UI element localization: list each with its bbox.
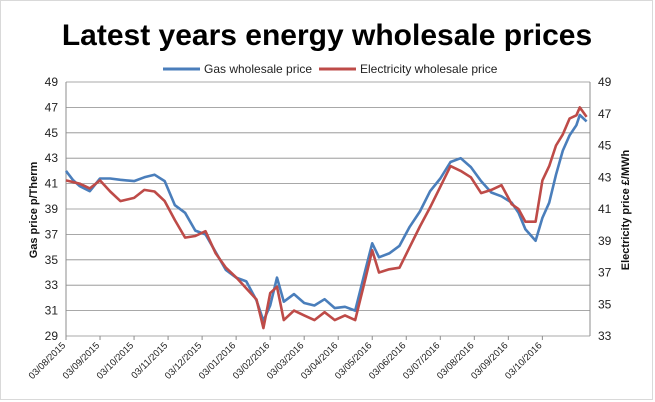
chart-title: Latest years energy wholesale prices: [62, 19, 592, 52]
left-y-tick-label: 47: [45, 100, 59, 114]
right-y-tick-label: 37: [598, 266, 612, 280]
x-tick-label: 03/10/2016: [503, 340, 544, 381]
right-y-tick-label: 35: [598, 297, 612, 311]
left-y-tick-label: 45: [45, 126, 59, 140]
gridlines: [65, 81, 591, 337]
left-y-axis: 29 31 33 35 37 39 41 43 45 47 49: [45, 75, 59, 343]
left-y-tick-label: 39: [45, 202, 59, 216]
right-y-tick-label: 47: [598, 107, 612, 121]
right-y-axis: 33 35 37 39 41 43 45 47 49: [598, 75, 612, 343]
legend: Gas wholesale price Electricity wholesal…: [163, 62, 498, 76]
series-lines: [64, 106, 588, 330]
electricity-price-line: [65, 106, 588, 330]
right-y-tick-label: 33: [598, 329, 612, 343]
left-y-tick-label: 43: [45, 151, 59, 165]
right-y-tick-label: 41: [598, 202, 612, 216]
legend-label-gas: Gas wholesale price: [204, 62, 312, 76]
right-y-tick-label: 45: [598, 139, 612, 153]
legend-label-electricity: Electricity wholesale price: [360, 62, 498, 76]
right-axis-title: Electricity price £/MWh: [620, 150, 632, 271]
left-y-tick-label: 33: [45, 278, 59, 292]
left-y-tick-label: 29: [45, 329, 59, 343]
right-y-tick-label: 43: [598, 170, 612, 184]
left-y-tick-label: 41: [45, 177, 59, 191]
x-axis: 03/08/201503/09/201503/10/201503/11/2015…: [27, 336, 544, 382]
left-axis-title: Gas price p/Therm: [28, 161, 40, 258]
gas-price-line: [64, 113, 588, 323]
left-y-tick-label: 37: [45, 227, 59, 241]
left-y-tick-label: 49: [45, 75, 59, 89]
right-y-tick-label: 49: [598, 75, 612, 89]
right-y-tick-label: 39: [598, 234, 612, 248]
left-y-tick-label: 35: [45, 253, 59, 267]
left-y-tick-label: 31: [45, 304, 59, 318]
